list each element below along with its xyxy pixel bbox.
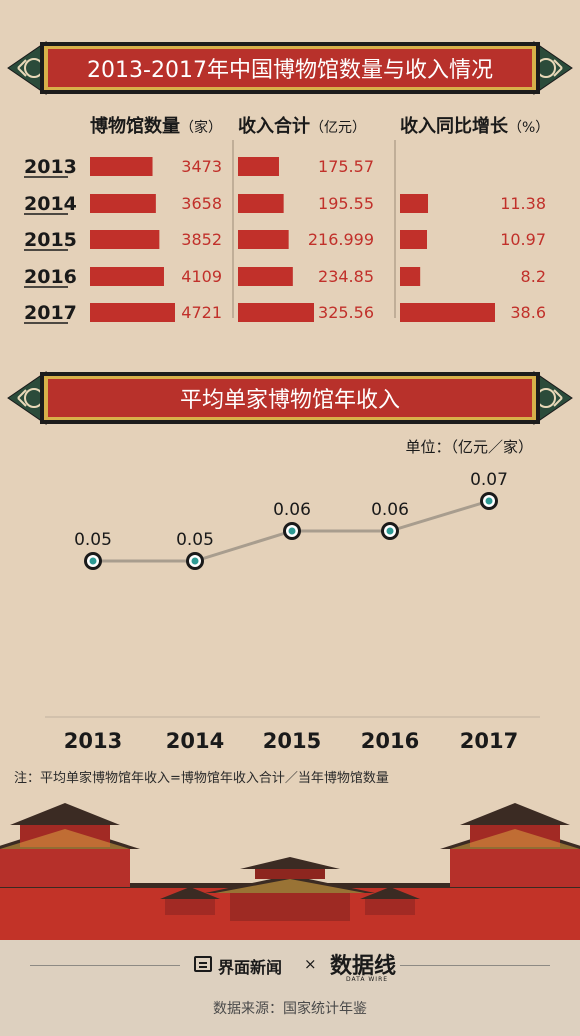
bar-value-label: 3852 xyxy=(181,230,222,249)
footer-divider-right xyxy=(400,965,550,966)
x-tick-label: 2013 xyxy=(64,729,122,753)
bar xyxy=(90,157,153,176)
bar xyxy=(238,230,289,249)
bar xyxy=(90,194,156,213)
bar xyxy=(400,230,427,249)
column-header: 收入同比增长（%） xyxy=(400,115,549,137)
data-label: 0.06 xyxy=(371,500,409,520)
bar-value-label: 325.56 xyxy=(318,303,374,322)
year-label: 2016 xyxy=(24,266,77,288)
bar xyxy=(400,303,495,322)
data-point-core xyxy=(89,557,97,565)
bar-value-label: 3473 xyxy=(181,157,222,176)
bar-value-label: 10.97 xyxy=(500,230,546,249)
section2-title: 平均单家博物馆年收入 xyxy=(180,388,400,413)
bar-value-label: 216.999 xyxy=(308,230,374,249)
section2-banner: 平均单家博物馆年收入 xyxy=(7,371,573,425)
line-chart: 单位：（亿元／家） 0.05 2013 0.05 2014 0.06 2015 0.06 20… xyxy=(45,438,540,753)
footer: 界面新闻 × 数据线 DATA WIRE 数据来源：国家统计年鉴 xyxy=(0,940,580,1036)
year-label: 2017 xyxy=(24,302,77,324)
brand-datawire: 数据线 xyxy=(330,953,397,979)
unit-label: 单位：（亿元／家） xyxy=(405,438,533,456)
bar xyxy=(238,303,314,322)
bar xyxy=(400,194,429,213)
bar-value-label: 11.38 xyxy=(500,194,546,213)
footnote: 注：平均单家博物馆年收入=博物馆年收入合计／当年博物馆数量 xyxy=(14,771,389,786)
brand-datawire-sub: DATA WIRE xyxy=(346,976,389,983)
data-label: 0.05 xyxy=(176,530,214,550)
bar-table: 博物馆数量（家） 收入合计（亿元） 收入同比增长（%） 2013 2014 2015 201… xyxy=(24,115,549,324)
bar-value-label: 4721 xyxy=(181,303,222,322)
bar xyxy=(238,157,279,176)
column-header: 博物馆数量（家） xyxy=(90,115,222,137)
data-point-core xyxy=(386,527,394,535)
x-tick-label: 2014 xyxy=(166,729,224,753)
bar xyxy=(238,267,293,286)
x-tick-label: 2017 xyxy=(460,729,518,753)
x-tick-label: 2015 xyxy=(263,729,321,753)
data-label: 0.05 xyxy=(74,530,112,550)
year-label: 2014 xyxy=(24,193,77,215)
palace-illustration xyxy=(0,803,580,940)
data-source: 数据来源：国家统计年鉴 xyxy=(213,1001,367,1017)
year-label: 2013 xyxy=(24,156,77,178)
data-point-core xyxy=(191,557,199,565)
jiemian-logo-icon xyxy=(194,956,212,972)
data-label: 0.06 xyxy=(273,500,311,520)
bar-value-label: 4109 xyxy=(181,267,222,286)
bar-value-label: 38.6 xyxy=(510,303,546,322)
brand-jiemian: 界面新闻 xyxy=(218,958,283,977)
column-header: 收入合计（亿元） xyxy=(238,115,366,137)
bar-value-label: 8.2 xyxy=(521,267,546,286)
footer-divider-left xyxy=(30,965,180,966)
bar-value-label: 234.85 xyxy=(318,267,374,286)
times-sign: × xyxy=(304,955,317,973)
chart-title: 2013-2017年中国博物馆数量与收入情况 xyxy=(87,58,493,83)
x-tick-label: 2016 xyxy=(361,729,419,753)
bar-value-label: 195.55 xyxy=(318,194,374,213)
bar xyxy=(90,303,175,322)
bar xyxy=(238,194,284,213)
data-point-core xyxy=(485,497,493,505)
bar-value-label: 175.57 xyxy=(318,157,374,176)
title-banner: 2013-2017年中国博物馆数量与收入情况 xyxy=(7,41,573,95)
bar-value-label: 3658 xyxy=(181,194,222,213)
bar xyxy=(90,230,160,249)
bar xyxy=(400,267,421,286)
data-label: 0.07 xyxy=(470,470,508,490)
data-point-core xyxy=(288,527,296,535)
bar xyxy=(90,267,164,286)
year-label: 2015 xyxy=(24,229,77,251)
